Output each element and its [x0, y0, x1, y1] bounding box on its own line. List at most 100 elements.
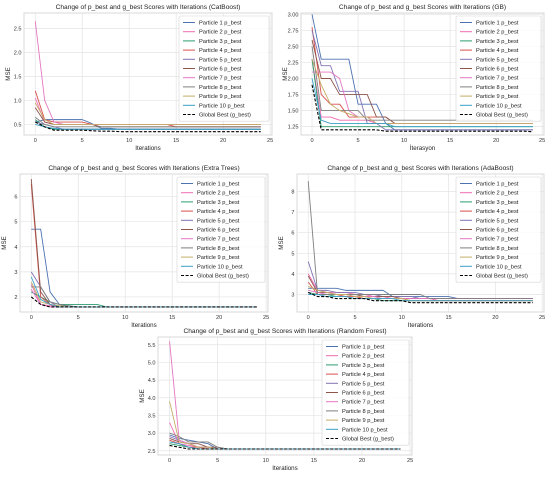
- legend-entry: Particle 1 p_best: [342, 345, 385, 351]
- global-best-line: [311, 84, 533, 133]
- x-tick-label: 0: [34, 138, 37, 144]
- x-tick-label: 10: [401, 138, 407, 144]
- legend-entry: Particle 2 p_best: [342, 354, 385, 360]
- legend-entry: Particle 7 p_best: [197, 237, 240, 243]
- legend-box: [455, 15, 542, 122]
- y-tick-label: 2.25: [288, 60, 299, 66]
- y-axis-label: MSE: [282, 67, 289, 80]
- x-tick-label: 15: [173, 138, 179, 144]
- chart-title: Change of p_best and g_best Scores with …: [56, 4, 241, 11]
- y-tick-label: 2.0: [14, 50, 22, 56]
- legend-entry: Particle 8 p_best: [476, 85, 519, 91]
- legend-entry: Particle 6 p_best: [476, 228, 519, 234]
- legend-entry: Global Best (g_best): [476, 274, 528, 280]
- x-tick-label: 20: [492, 315, 498, 321]
- x-tick-label: 25: [263, 315, 269, 321]
- y-tick-label: 1.75: [288, 93, 299, 99]
- legend-entry: Particle 2 p_best: [197, 191, 240, 197]
- legend-entry: Particle 1 p_best: [197, 182, 240, 188]
- x-axis-label: Iterations: [272, 465, 297, 472]
- x-axis-label: İterasyon: [410, 145, 436, 152]
- y-tick-label: 6: [14, 195, 17, 201]
- y-tick-label: 2: [14, 295, 17, 301]
- legend: Particle 1 p_best Particle 2 p_best Partic…: [455, 176, 542, 283]
- chart-panel-3: 0 5 10 15 20 25 2 3 4 5 6 Change of p_best and g_be…: [1, 165, 269, 329]
- particle-9-line: [34, 102, 261, 125]
- chart-panel-1: 0 5 10 15 20 25 0.5 1.0 1.5 2.0 2.5 Change of p_bes…: [5, 4, 273, 152]
- legend-entry: Particle 9 p_best: [197, 255, 240, 261]
- y-tick-label: 4.0: [148, 396, 156, 402]
- particle-9-line: [311, 59, 533, 124]
- legend-box: [176, 176, 266, 283]
- y-tick-label: 2.75: [288, 28, 299, 34]
- legend-entry: Global Best (g_best): [197, 274, 249, 280]
- legend-entry: Particle 9 p_best: [476, 94, 519, 100]
- legend-entry: Global Best (g_best): [199, 113, 251, 119]
- particle-5-line: [311, 30, 533, 131]
- x-tick-label: 0: [30, 315, 33, 321]
- global-best-line: [30, 296, 257, 308]
- legend-entry: Particle 9 p_best: [342, 418, 385, 424]
- legend-entry: Global Best (g_best): [342, 437, 394, 443]
- y-tick-label: 5.0: [148, 360, 156, 366]
- x-tick-label: 5: [77, 315, 80, 321]
- legend-entry: Particle 6 p_best: [199, 67, 242, 73]
- y-tick-label: 3: [291, 292, 294, 298]
- y-tick-label: 8: [291, 190, 294, 196]
- legend: Particle 1 p_best Particle 2 p_best Partic…: [178, 15, 270, 122]
- x-tick-label: 15: [169, 315, 175, 321]
- particle-8-line: [34, 116, 261, 128]
- legend-entry: Particle 8 p_best: [199, 85, 242, 91]
- x-tick-label: 0: [310, 138, 313, 144]
- legend-entry: Particle 3 p_best: [199, 39, 242, 45]
- x-tick-label: 15: [445, 315, 451, 321]
- chart-title: Change of p_best and g_best Scores with …: [327, 165, 513, 172]
- legend-entry: Particle 9 p_best: [476, 255, 519, 261]
- legend-box: [455, 176, 542, 283]
- x-tick-label: 5: [216, 458, 219, 464]
- legend-entry: Particle 6 p_best: [342, 391, 385, 397]
- x-axis-label: Iterations: [135, 145, 160, 152]
- x-tick-label: 0: [168, 458, 171, 464]
- y-tick-label: 7: [291, 210, 294, 216]
- y-tick-label: 1.5: [14, 74, 22, 80]
- y-tick-label: 1.25: [288, 125, 299, 131]
- particle-10-line: [35, 123, 261, 130]
- legend-entry: Particle 2 p_best: [476, 191, 519, 197]
- y-tick-label: 5: [291, 251, 294, 257]
- y-tick-label: 1.0: [14, 98, 22, 104]
- legend-entry: Particle 4 p_best: [476, 209, 519, 215]
- legend-entry: Particle 10 p_best: [476, 264, 522, 270]
- legend-entry: Particle 7 p_best: [476, 237, 519, 243]
- y-tick-label: 1.50: [288, 109, 299, 115]
- x-tick-label: 25: [267, 138, 273, 144]
- legend-entry: Particle 5 p_best: [197, 218, 240, 224]
- y-tick-label: 5: [14, 220, 17, 226]
- x-tick-label: 20: [216, 315, 222, 321]
- legend-entry: Particle 8 p_best: [197, 246, 240, 252]
- legend-entry: Particle 5 p_best: [342, 381, 385, 387]
- legend-entry: Particle 5 p_best: [476, 218, 519, 224]
- legend-box: [321, 339, 410, 446]
- y-tick-label: 3: [14, 270, 17, 276]
- legend-entry: Particle 9 p_best: [199, 94, 242, 100]
- y-axis-label: MSE: [5, 67, 12, 80]
- legend-entry: Particle 8 p_best: [342, 409, 385, 415]
- legend: Particle 1 p_best Particle 2 p_best Partic…: [176, 176, 266, 283]
- y-axis-label: MSE: [139, 389, 146, 402]
- legend-box: [178, 15, 270, 122]
- legend-entry: Particle 3 p_best: [342, 363, 385, 369]
- x-axis-label: Iterations: [131, 322, 156, 329]
- legend-entry: Particle 7 p_best: [199, 76, 242, 82]
- y-axis-label: MSE: [1, 236, 8, 249]
- legend-entry: Particle 10 p_best: [199, 103, 245, 109]
- y-tick-label: 4.5: [148, 378, 156, 384]
- legend-entry: Particle 1 p_best: [476, 182, 519, 188]
- y-tick-label: 6: [291, 231, 294, 237]
- legend-entry: Particle 6 p_best: [476, 67, 519, 73]
- chart-title: Change of p_best and g_best Scores with …: [339, 4, 506, 11]
- legend-entry: Particle 2 p_best: [476, 30, 519, 36]
- y-tick-label: 2.5: [148, 449, 156, 455]
- legend-entry: Particle 4 p_best: [199, 48, 242, 54]
